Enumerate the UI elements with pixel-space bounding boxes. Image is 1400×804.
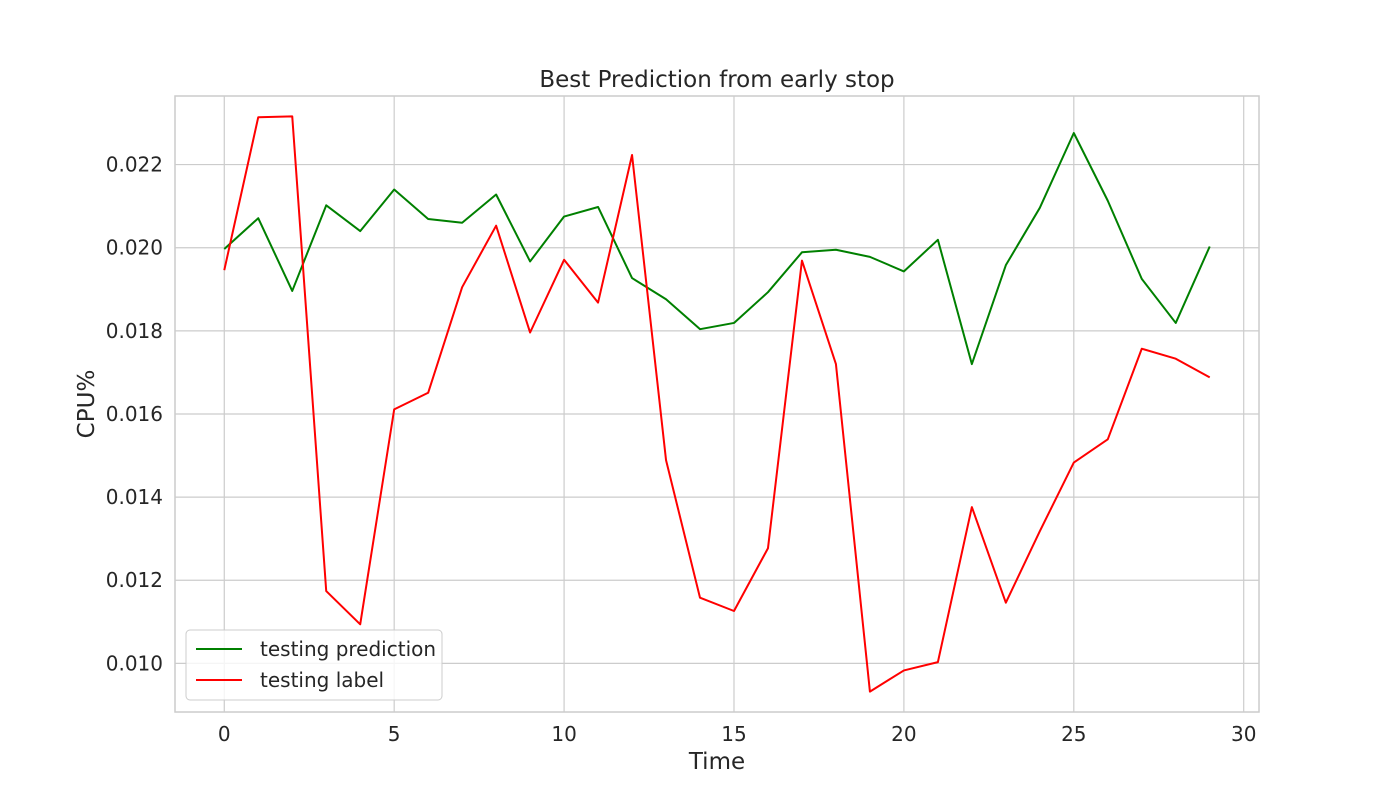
y-tick-label: 0.020 [106,236,163,260]
y-tick-label: 0.016 [106,402,163,426]
plot-frame [174,95,1260,713]
x-tick-label: 0 [218,722,231,746]
x-tick-label: 10 [551,722,576,746]
x-tick-label: 30 [1231,722,1256,746]
x-axis-label: Time [688,749,745,775]
y-tick-label: 0.014 [106,485,163,509]
x-tick-label: 20 [891,722,916,746]
series-lines [223,115,1211,693]
x-tick-label: 25 [1061,722,1086,746]
series-line-testing-label [223,115,1211,693]
y-tick-label: 0.012 [106,568,163,592]
y-axis-label: CPU% [74,370,100,439]
y-tick-label: 0.022 [106,153,163,177]
legend: testing prediction testing label [185,629,443,701]
tick-labels: 0 5 10 15 20 25 30 0.010 0.012 0.014 0.016 0.018 0.0… [106,153,1257,746]
series-line-testing-prediction [223,131,1211,366]
x-tick-label: 15 [721,722,746,746]
legend-box [185,629,443,701]
grid [175,96,1259,712]
legend-label-label: testing label [260,668,384,692]
x-tick-label: 5 [388,722,401,746]
y-tick-label: 0.010 [106,651,163,675]
plot-area [175,96,1259,712]
y-tick-label: 0.018 [106,319,163,343]
legend-label-prediction: testing prediction [260,637,436,661]
chart-title: Best Prediction from early stop [539,67,894,93]
